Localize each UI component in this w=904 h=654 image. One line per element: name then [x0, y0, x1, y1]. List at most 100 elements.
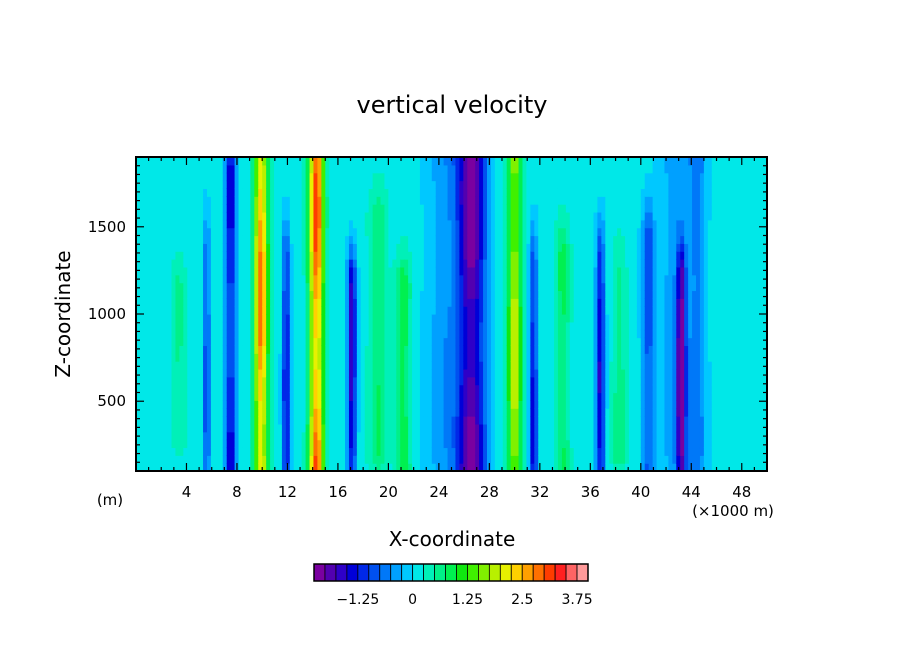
heatmap-cell [447, 235, 453, 244]
heatmap-cell [538, 416, 543, 425]
heatmap-cell [550, 172, 555, 182]
heatmap-cell [565, 321, 571, 331]
heatmap-cell [305, 306, 311, 315]
heatmap-cell [285, 455, 291, 464]
heatmap-cell [206, 392, 212, 401]
heatmap-cell [143, 219, 149, 229]
heatmap-cell [222, 227, 228, 237]
heatmap-cell [431, 243, 437, 252]
heatmap-cell [577, 251, 583, 260]
heatmap-cell [475, 180, 480, 189]
heatmap-cell [577, 290, 583, 299]
heatmap-cell [463, 384, 468, 394]
heatmap-cell [352, 274, 358, 284]
heatmap-cell [262, 392, 267, 401]
heatmap-cell [396, 400, 401, 409]
heatmap-cell [376, 243, 382, 252]
heatmap-cell [210, 400, 216, 409]
heatmap-cell [309, 219, 315, 229]
heatmap-cell [277, 361, 283, 370]
heatmap-cell [522, 266, 528, 276]
heatmap-cell [617, 219, 622, 229]
heatmap-cell [175, 384, 180, 394]
heatmap-cell [230, 463, 236, 471]
heatmap-cell [593, 345, 599, 354]
heatmap-cell [483, 353, 488, 362]
heatmap-cell [214, 337, 220, 346]
heatmap-cell [427, 196, 433, 205]
heatmap-cell [301, 368, 307, 378]
heatmap-cell [151, 290, 157, 299]
heatmap-cell [494, 306, 500, 315]
heatmap-cell [136, 251, 141, 260]
heatmap-cell [408, 274, 413, 284]
heatmap-cell [376, 345, 382, 354]
heatmap-cell [479, 345, 484, 354]
heatmap-cell [163, 400, 169, 409]
heatmap-cell [479, 392, 484, 401]
heatmap-cell [305, 298, 311, 307]
heatmap-cell [289, 345, 295, 354]
heatmap-cell [498, 400, 504, 409]
heatmap-cell [274, 211, 279, 221]
heatmap-cell [388, 321, 393, 331]
heatmap-cell [597, 345, 602, 354]
heatmap-cell [467, 439, 472, 449]
heatmap-cell [352, 321, 358, 331]
heatmap-cell [617, 321, 622, 331]
heatmap-cell [246, 290, 251, 299]
heatmap-cell [396, 384, 401, 394]
heatmap-cell [542, 164, 547, 174]
heatmap-cell [352, 345, 358, 354]
heatmap-cell [589, 204, 595, 213]
heatmap-cell [250, 188, 255, 197]
heatmap-cell [427, 416, 433, 425]
heatmap-cell [419, 384, 425, 394]
heatmap-cell [550, 243, 555, 252]
heatmap-cell [494, 172, 500, 182]
heatmap-cell [242, 164, 248, 174]
heatmap-cell [293, 251, 299, 260]
heatmap-cell [179, 157, 184, 166]
heatmap-cell [175, 196, 180, 205]
heatmap-cell [597, 392, 602, 401]
heatmap-cell [447, 227, 453, 237]
heatmap-cell [155, 463, 161, 471]
heatmap-cell [203, 196, 208, 205]
heatmap-cell [250, 290, 255, 299]
heatmap-cell [183, 408, 188, 417]
heatmap-cell [136, 298, 141, 307]
heatmap-cell [277, 329, 283, 339]
heatmap-cell [285, 227, 291, 237]
heatmap-cell [459, 314, 464, 323]
heatmap-cell [621, 361, 626, 370]
heatmap-cell [250, 172, 255, 182]
heatmap-cell [510, 321, 516, 331]
heatmap-cell [518, 361, 524, 370]
heatmap-cell [530, 455, 535, 464]
heatmap-cell [183, 439, 188, 449]
heatmap-cell [364, 423, 370, 433]
heatmap-cell [305, 423, 311, 433]
heatmap-cell [526, 447, 531, 456]
heatmap-cell [447, 392, 453, 401]
heatmap-cell [621, 337, 626, 346]
heatmap-cell [412, 188, 417, 197]
heatmap-cell [396, 337, 401, 346]
heatmap-cell [609, 408, 614, 417]
heatmap-cell [388, 243, 393, 252]
heatmap-cell [333, 227, 338, 237]
heatmap-cell [203, 400, 208, 409]
heatmap-cell [356, 408, 362, 417]
heatmap-cell [601, 157, 606, 166]
heatmap-cell [625, 408, 630, 417]
heatmap-cell [175, 368, 180, 378]
heatmap-cell [550, 298, 555, 307]
heatmap-cell [218, 353, 224, 362]
heatmap-cell [431, 282, 437, 292]
heatmap-cell [352, 376, 358, 386]
heatmap-cell [471, 368, 476, 378]
heatmap-cell [621, 416, 626, 425]
heatmap-cell [368, 361, 374, 370]
heatmap-cell [274, 180, 279, 189]
